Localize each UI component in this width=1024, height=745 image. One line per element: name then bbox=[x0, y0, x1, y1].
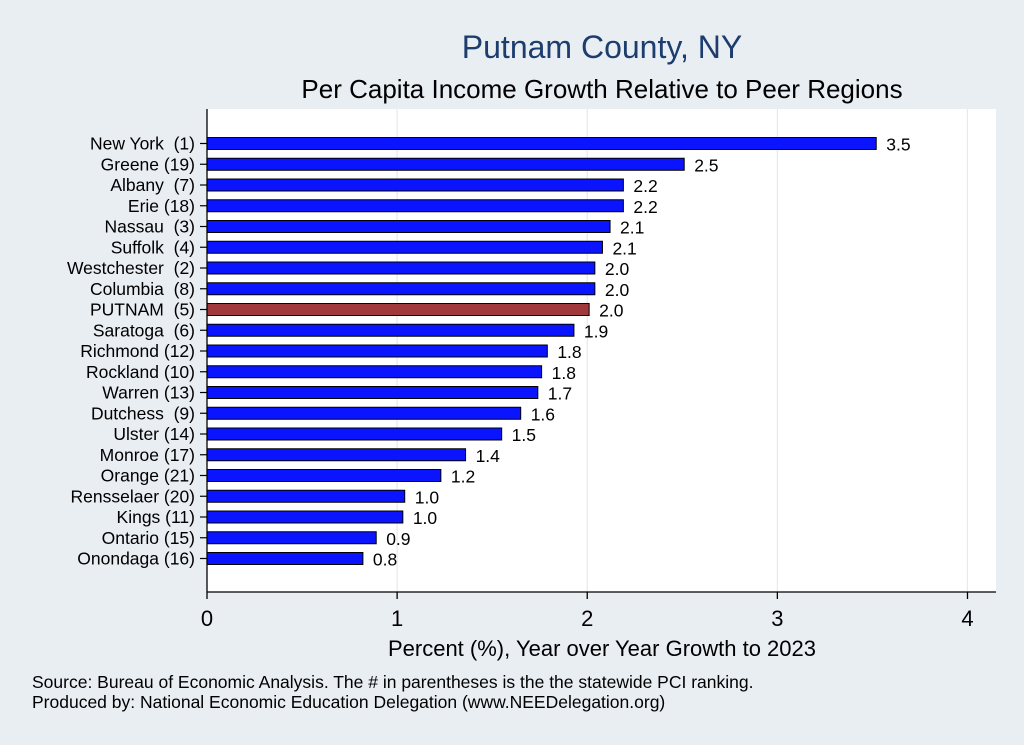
bar bbox=[206, 469, 442, 482]
chart-subtitle: Per Capita Income Growth Relative to Pee… bbox=[301, 74, 902, 104]
category-label: Erie (18) bbox=[128, 196, 195, 216]
bar bbox=[206, 323, 575, 337]
category-label: Columbia (8) bbox=[90, 279, 195, 299]
category-label: Kings (11) bbox=[117, 507, 195, 527]
category-label: Onondaga (16) bbox=[77, 549, 195, 569]
bar bbox=[206, 448, 467, 462]
bar bbox=[206, 137, 877, 150]
data-label: 2.0 bbox=[605, 259, 630, 279]
bar bbox=[206, 406, 522, 420]
bar bbox=[206, 427, 503, 441]
data-label: 1.0 bbox=[413, 508, 438, 528]
bar bbox=[206, 282, 596, 296]
producer-note: Produced by: National Economic Education… bbox=[32, 692, 666, 712]
data-label: 1.5 bbox=[512, 425, 536, 445]
chart-title: Putnam County, NY bbox=[462, 29, 742, 65]
data-label: 1.6 bbox=[531, 404, 555, 424]
x-tick-labels: 0 1 2 3 4 bbox=[201, 606, 974, 631]
data-label: 2.2 bbox=[633, 176, 657, 196]
bars bbox=[206, 137, 877, 565]
bar bbox=[206, 531, 377, 545]
bar bbox=[206, 157, 685, 171]
data-label: 0.9 bbox=[386, 529, 410, 549]
category-label: Westchester (2) bbox=[67, 258, 195, 278]
x-tick-label: 4 bbox=[961, 606, 973, 631]
category-label: Ontario (15) bbox=[102, 528, 195, 548]
bar bbox=[206, 365, 543, 379]
bar bbox=[206, 240, 603, 254]
category-label: Richmond (12) bbox=[80, 341, 195, 361]
category-label: Rockland (10) bbox=[86, 362, 195, 382]
data-label: 1.9 bbox=[584, 321, 608, 341]
category-label: Monroe (17) bbox=[100, 445, 195, 465]
category-label: Rensselaer (20) bbox=[71, 486, 196, 506]
category-label: Ulster (14) bbox=[113, 424, 195, 444]
data-label: 1.4 bbox=[476, 446, 501, 466]
x-tick-label: 0 bbox=[201, 606, 213, 631]
bar bbox=[206, 552, 364, 565]
data-label: 2.1 bbox=[612, 238, 636, 258]
category-label: Greene (19) bbox=[101, 154, 195, 174]
data-label: 2.0 bbox=[605, 280, 630, 300]
x-tick-label: 1 bbox=[391, 606, 403, 631]
category-label: Saratoga (6) bbox=[93, 320, 195, 340]
category-label: Warren (13) bbox=[102, 383, 195, 403]
data-label: 2.2 bbox=[633, 197, 657, 217]
x-axis-label: Percent (%), Year over Year Growth to 20… bbox=[388, 636, 816, 661]
data-label: 1.0 bbox=[415, 487, 440, 507]
bar bbox=[206, 199, 624, 213]
bar bbox=[206, 178, 624, 192]
category-label: Albany (7) bbox=[110, 175, 195, 195]
category-label: Orange (21) bbox=[101, 466, 195, 486]
bar bbox=[206, 510, 404, 524]
data-label: 2.5 bbox=[694, 155, 718, 175]
data-labels: 3.52.52.22.22.12.12.02.02.01.91.81.81.71… bbox=[373, 135, 911, 570]
x-tick-label: 2 bbox=[581, 606, 593, 631]
category-labels: New York (1)Greene (19)Albany (7)Erie (1… bbox=[67, 134, 195, 569]
x-tick-label: 3 bbox=[771, 606, 783, 631]
category-label: Nassau (3) bbox=[105, 217, 195, 237]
category-label: Suffolk (4) bbox=[111, 237, 195, 257]
data-label: 2.1 bbox=[620, 218, 644, 238]
bar bbox=[206, 344, 548, 358]
bar bbox=[206, 220, 611, 233]
data-label: 2.0 bbox=[599, 301, 624, 321]
axes bbox=[200, 109, 996, 599]
data-label: 1.2 bbox=[451, 467, 475, 487]
category-label: New York (1) bbox=[90, 134, 195, 154]
category-label: PUTNAM (5) bbox=[90, 300, 195, 320]
bar bbox=[206, 261, 596, 275]
bar bbox=[206, 489, 406, 503]
data-label: 1.8 bbox=[557, 342, 581, 362]
data-label: 0.8 bbox=[373, 550, 397, 570]
data-label: 1.8 bbox=[552, 363, 576, 383]
source-note: Source: Bureau of Economic Analysis. The… bbox=[32, 672, 754, 692]
data-label: 1.7 bbox=[548, 384, 572, 404]
category-label: Dutchess (9) bbox=[91, 403, 195, 423]
bar bbox=[206, 303, 590, 316]
bar bbox=[206, 386, 539, 399]
data-label: 3.5 bbox=[886, 135, 910, 155]
